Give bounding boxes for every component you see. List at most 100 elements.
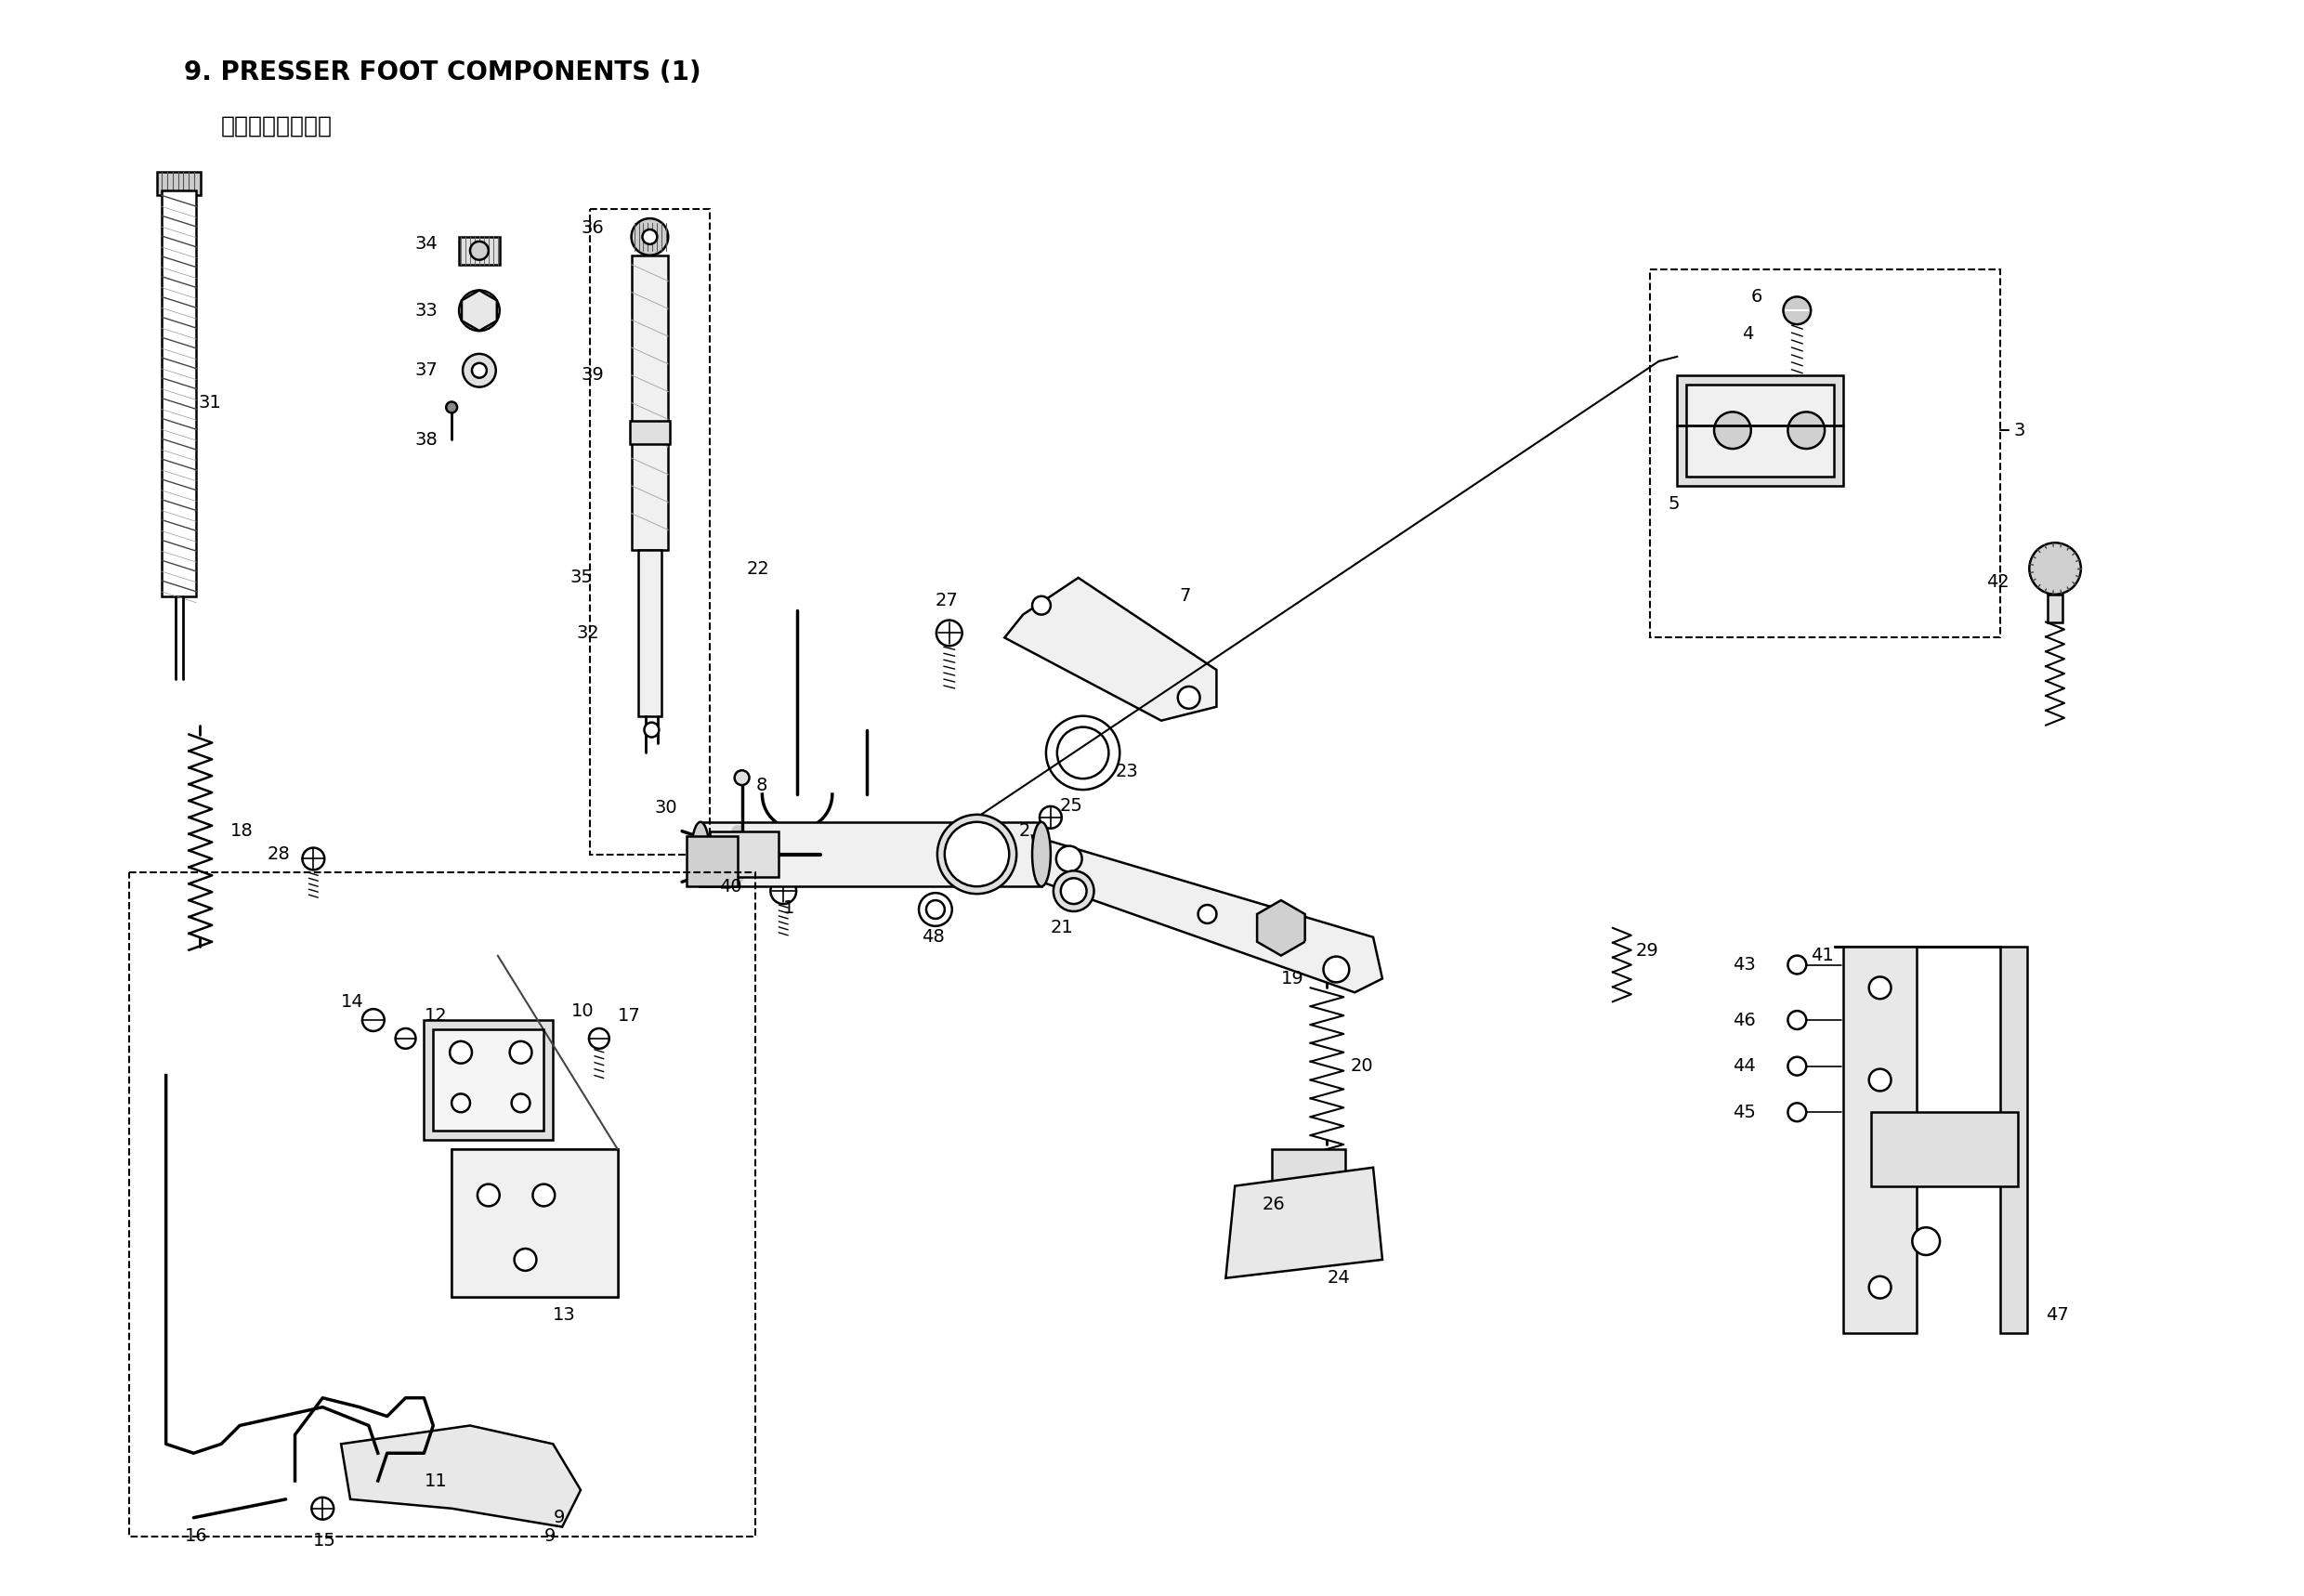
Text: 18: 18 — [230, 822, 253, 839]
Circle shape — [935, 621, 963, 646]
Circle shape — [643, 230, 657, 244]
Text: 9: 9 — [544, 1527, 555, 1545]
Circle shape — [1714, 412, 1751, 448]
Text: 19: 19 — [1281, 970, 1304, 988]
Text: 2: 2 — [1018, 822, 1030, 839]
Bar — [631, 255, 668, 551]
Circle shape — [1869, 1069, 1892, 1092]
Circle shape — [514, 1248, 537, 1270]
Bar — [2048, 594, 2062, 622]
Circle shape — [1055, 846, 1083, 871]
Text: 14: 14 — [341, 993, 364, 1010]
Text: 9. PRESSER FOOT COMPONENTS (1): 9. PRESSER FOOT COMPONENTS (1) — [184, 59, 700, 86]
Text: 15: 15 — [313, 1532, 336, 1550]
Circle shape — [2030, 543, 2081, 594]
Text: 12: 12 — [424, 1007, 447, 1025]
Circle shape — [1869, 1277, 1892, 1299]
Text: 43: 43 — [1733, 956, 1756, 974]
Text: 5: 5 — [1668, 495, 1680, 512]
Circle shape — [645, 723, 659, 737]
Text: 25: 25 — [1060, 798, 1083, 816]
Text: 30: 30 — [654, 800, 677, 817]
Circle shape — [509, 1041, 532, 1063]
Text: 26: 26 — [1263, 1195, 1286, 1213]
Text: 45: 45 — [1733, 1103, 1756, 1120]
Circle shape — [1032, 597, 1051, 614]
Text: 47: 47 — [2046, 1306, 2069, 1323]
Bar — [452, 1149, 617, 1296]
Text: 9: 9 — [553, 1508, 564, 1526]
Bar — [1687, 385, 1834, 476]
Polygon shape — [452, 1149, 617, 1296]
Circle shape — [1039, 806, 1062, 828]
Circle shape — [1053, 871, 1094, 911]
Circle shape — [1912, 1227, 1940, 1254]
Text: 3: 3 — [2014, 421, 2025, 439]
Circle shape — [1198, 905, 1217, 924]
Bar — [157, 172, 200, 195]
Text: 35: 35 — [569, 568, 592, 587]
Circle shape — [938, 814, 1016, 894]
Circle shape — [532, 1184, 555, 1207]
Circle shape — [1788, 1057, 1806, 1076]
Circle shape — [919, 892, 952, 926]
Bar — [1650, 270, 2000, 638]
Text: 11: 11 — [424, 1472, 447, 1489]
Text: 21: 21 — [1051, 919, 1074, 937]
Text: 16: 16 — [184, 1527, 207, 1545]
Text: 41: 41 — [1811, 946, 1834, 964]
Polygon shape — [341, 1425, 581, 1527]
Circle shape — [1060, 878, 1087, 903]
Text: 押さえ関係（１）: 押さえ関係（１） — [221, 115, 332, 137]
Text: 8: 8 — [756, 776, 767, 793]
Circle shape — [1058, 728, 1108, 779]
Bar — [590, 209, 710, 854]
Text: 31: 31 — [198, 394, 221, 412]
Circle shape — [477, 1184, 500, 1207]
Text: 28: 28 — [267, 846, 290, 863]
Circle shape — [590, 1028, 608, 1049]
Bar — [1677, 375, 1843, 485]
Text: 24: 24 — [1327, 1269, 1350, 1286]
Circle shape — [463, 354, 495, 386]
Text: 32: 32 — [576, 624, 599, 642]
Circle shape — [458, 290, 500, 330]
Text: 23: 23 — [1115, 763, 1138, 780]
Polygon shape — [1226, 1168, 1382, 1278]
Text: 44: 44 — [1733, 1057, 1756, 1076]
Text: 6: 6 — [1751, 287, 1763, 305]
Bar — [700, 822, 1041, 886]
Circle shape — [1046, 717, 1120, 790]
Circle shape — [449, 1041, 472, 1063]
Text: 13: 13 — [553, 1306, 576, 1323]
Circle shape — [926, 900, 945, 919]
Circle shape — [470, 241, 488, 260]
Bar — [433, 1029, 544, 1130]
Bar — [687, 836, 737, 886]
Bar — [424, 1020, 553, 1140]
Ellipse shape — [1032, 822, 1051, 886]
Text: 1: 1 — [783, 899, 795, 916]
Ellipse shape — [691, 822, 710, 886]
Text: 7: 7 — [1180, 587, 1191, 605]
Text: 39: 39 — [581, 365, 604, 385]
Bar — [129, 873, 756, 1535]
Text: 20: 20 — [1350, 1057, 1373, 1076]
Text: 33: 33 — [415, 302, 438, 319]
Circle shape — [311, 1497, 334, 1519]
Text: 38: 38 — [415, 431, 438, 448]
Circle shape — [447, 402, 456, 413]
Bar — [161, 192, 196, 597]
Polygon shape — [1258, 900, 1304, 956]
Bar — [710, 832, 779, 878]
Text: 17: 17 — [617, 1007, 641, 1025]
Bar — [1871, 1112, 2018, 1186]
Circle shape — [735, 771, 749, 785]
Circle shape — [1322, 956, 1350, 982]
Polygon shape — [1005, 578, 1217, 721]
Circle shape — [1788, 1010, 1806, 1029]
Circle shape — [945, 822, 1009, 886]
Circle shape — [1177, 686, 1200, 709]
Text: 40: 40 — [719, 878, 742, 895]
Circle shape — [465, 297, 493, 324]
